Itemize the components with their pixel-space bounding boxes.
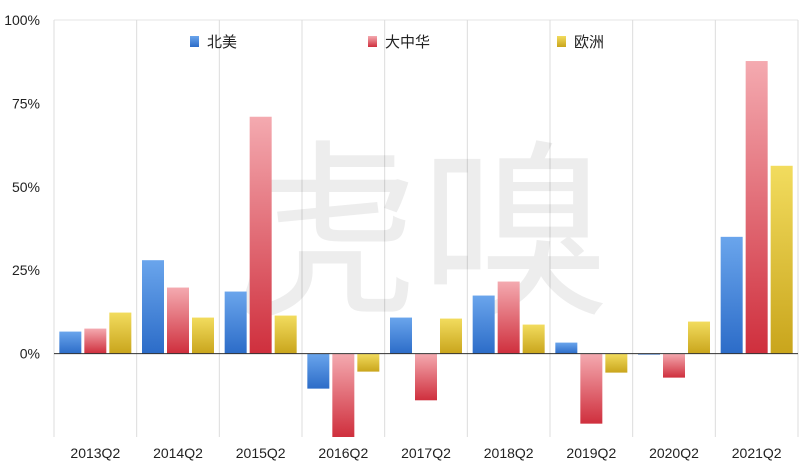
bar-大中华-2017Q2 [415, 353, 437, 401]
bar-欧洲-2018Q2 [522, 324, 545, 354]
bar-大中华-2014Q2 [167, 287, 189, 354]
bar-大中华-2021Q2 [745, 61, 768, 354]
bar-北美-2017Q2 [390, 317, 412, 354]
watermark: 虎嗅 [230, 129, 610, 341]
bar-大中华-2020Q2 [663, 353, 685, 378]
bar-大中华-2019Q2 [580, 353, 603, 424]
legend-label: 北美 [207, 34, 237, 51]
legend-swatch [368, 36, 377, 47]
x-tick-label: 2019Q2 [566, 445, 616, 461]
bar-北美-2015Q2 [224, 291, 247, 354]
x-tick-label: 2016Q2 [318, 445, 368, 461]
bar-欧洲-2017Q2 [440, 318, 462, 354]
bar-北美-2019Q2 [555, 342, 578, 354]
bar-欧洲-2021Q2 [770, 165, 793, 354]
x-tick-label: 2021Q2 [732, 445, 782, 461]
x-tick-label: 2017Q2 [401, 445, 451, 461]
bar-大中华-2015Q2 [249, 116, 272, 354]
x-tick-label: 2015Q2 [236, 445, 286, 461]
bar-欧洲-2016Q2 [357, 353, 380, 372]
bar-北美-2018Q2 [472, 295, 495, 354]
bar-北美-2013Q2 [59, 331, 82, 354]
bar-欧洲-2015Q2 [274, 315, 297, 354]
y-tick-label: 25% [12, 262, 40, 278]
x-tick-label: 2020Q2 [649, 445, 699, 461]
x-tick-label: 2018Q2 [484, 445, 534, 461]
legend: 北美 大中华 欧洲 [190, 34, 604, 51]
y-tick-label: 50% [12, 179, 40, 195]
legend-label: 大中华 [385, 34, 430, 51]
y-tick-label: 75% [12, 95, 40, 111]
y-tick-label: 0% [20, 346, 40, 362]
axes: 0% 25% 50% 75% 100% 2013Q2 2014Q2 2015Q2 2016Q2 2… [4, 12, 798, 461]
bar-欧洲-2013Q2 [109, 312, 132, 354]
y-tick-label: 100% [4, 12, 40, 28]
bar-北美-2014Q2 [142, 260, 164, 354]
bar-北美-2021Q2 [720, 236, 743, 354]
bar-大中华-2013Q2 [84, 328, 107, 354]
bar-欧洲-2019Q2 [605, 353, 628, 373]
grid [53, 19, 799, 437]
legend-swatch [557, 36, 566, 47]
legend-label: 欧洲 [574, 34, 604, 51]
bars [59, 61, 793, 437]
bar-大中华-2016Q2 [332, 353, 355, 437]
bar-欧洲-2014Q2 [192, 317, 214, 354]
bar-大中华-2018Q2 [497, 281, 520, 354]
bar-欧洲-2020Q2 [688, 321, 710, 354]
x-tick-label: 2014Q2 [153, 445, 203, 461]
legend-swatch [190, 36, 199, 47]
bar-北美-2016Q2 [307, 353, 330, 389]
x-tick-label: 2013Q2 [70, 445, 120, 461]
bar-北美-2020Q2 [638, 353, 660, 355]
